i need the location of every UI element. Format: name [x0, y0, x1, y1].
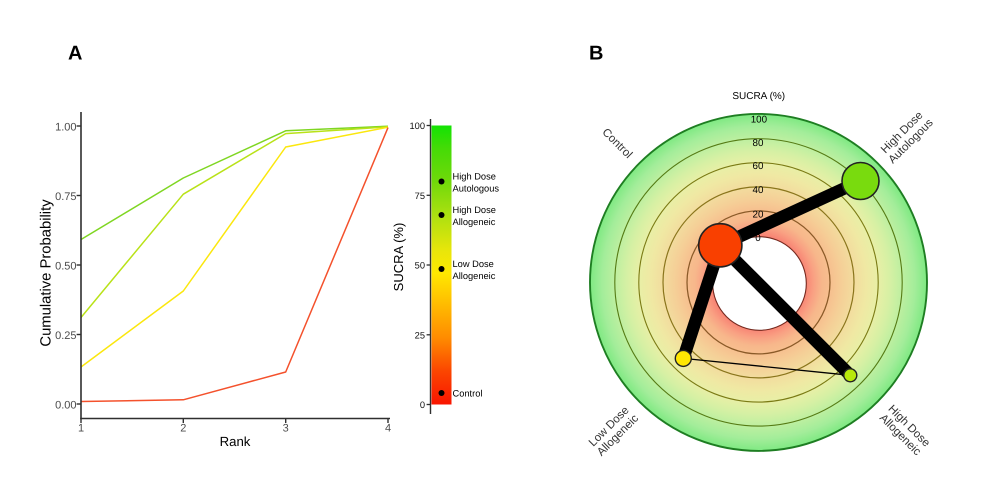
svg-text:SUCRA (%): SUCRA (%)	[732, 91, 785, 102]
svg-text:Autologous: Autologous	[453, 184, 500, 194]
svg-text:Allogeneic: Allogeneic	[453, 271, 496, 281]
svg-text:High Dose: High Dose	[453, 205, 496, 215]
svg-text:4: 4	[385, 422, 391, 434]
svg-text:60: 60	[753, 161, 764, 172]
svg-text:A: A	[68, 43, 82, 65]
svg-text:3: 3	[283, 422, 289, 434]
svg-text:1: 1	[78, 422, 84, 434]
svg-text:20: 20	[753, 209, 764, 220]
svg-text:1.00: 1.00	[55, 122, 76, 134]
svg-text:0.00: 0.00	[55, 400, 76, 412]
svg-text:High Dose: High Dose	[453, 172, 496, 182]
svg-text:Cumulative Probability: Cumulative Probability	[39, 199, 55, 347]
svg-text:0.75: 0.75	[55, 191, 76, 203]
svg-text:Rank: Rank	[220, 434, 251, 449]
svg-text:25: 25	[415, 330, 425, 340]
svg-text:80: 80	[753, 138, 764, 149]
svg-text:Allogeneic: Allogeneic	[453, 217, 496, 227]
svg-text:40: 40	[753, 185, 764, 196]
svg-text:100: 100	[751, 114, 768, 125]
svg-text:Control: Control	[599, 126, 634, 161]
svg-text:0.50: 0.50	[55, 261, 76, 273]
svg-text:Control: Control	[453, 389, 483, 399]
svg-text:0.25: 0.25	[55, 330, 76, 342]
svg-text:100: 100	[409, 121, 425, 131]
svg-text:0: 0	[755, 233, 761, 244]
svg-text:B: B	[589, 43, 603, 65]
svg-text:2: 2	[180, 422, 186, 434]
svg-text:75: 75	[415, 191, 425, 201]
svg-text:Low Dose: Low Dose	[453, 259, 494, 269]
svg-text:SUCRA (%): SUCRA (%)	[391, 223, 406, 292]
svg-text:0: 0	[420, 400, 425, 410]
svg-text:50: 50	[415, 261, 425, 271]
